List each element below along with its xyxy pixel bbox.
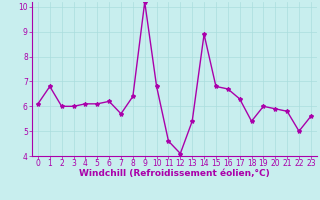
X-axis label: Windchill (Refroidissement éolien,°C): Windchill (Refroidissement éolien,°C)	[79, 169, 270, 178]
